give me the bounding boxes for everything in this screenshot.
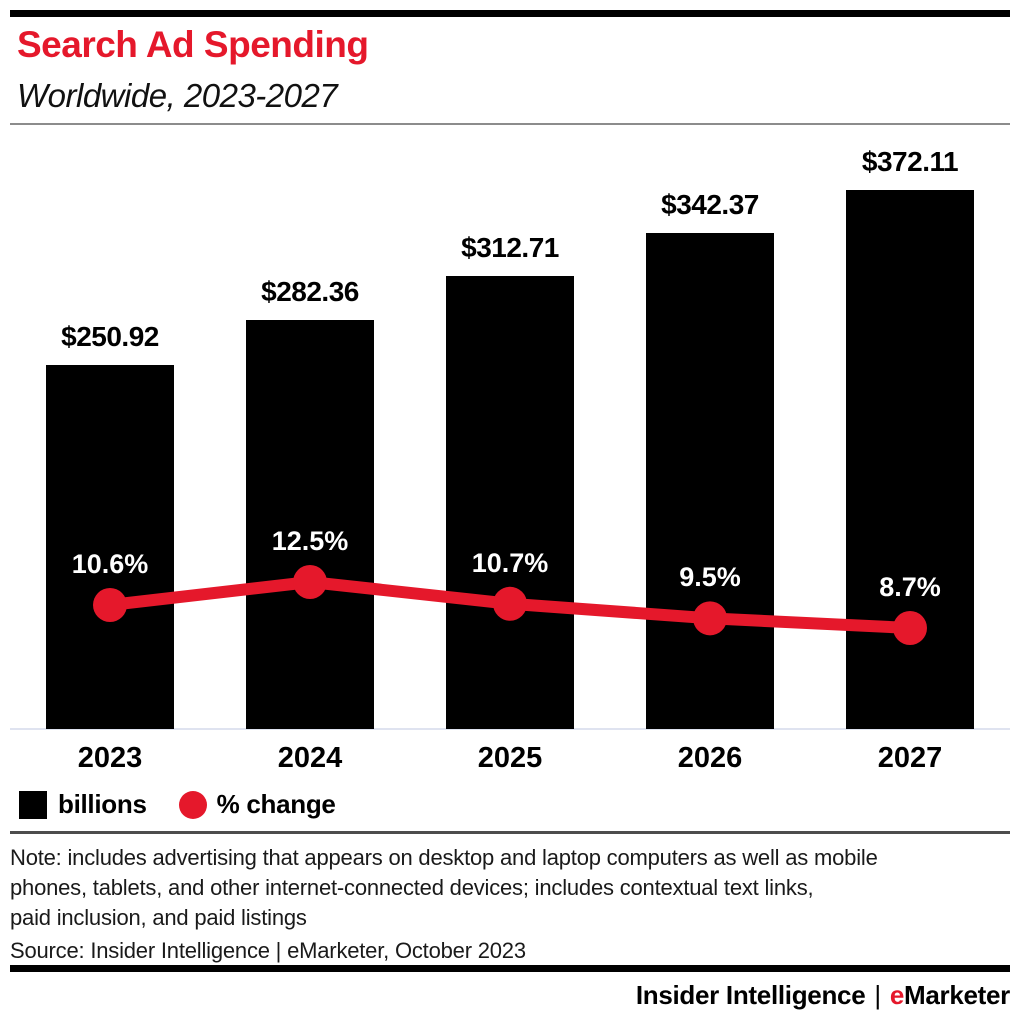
x-axis-label-2025: 2025 xyxy=(477,742,543,774)
footer-brand-separator: | xyxy=(874,980,881,1010)
bar-value-label-2025: $312.71 xyxy=(461,231,559,263)
pct-change-label-2024: 12.5% xyxy=(271,526,349,556)
chart-title: Search Ad Spending xyxy=(17,24,369,65)
legend-label-pct-change: % change xyxy=(216,789,336,819)
pct-change-label-2025: 10.7% xyxy=(471,547,549,578)
legend-swatch-pct-change-icon xyxy=(178,790,207,819)
bar-value-label-2026: $342.37 xyxy=(661,189,759,220)
x-axis-line xyxy=(10,728,1010,730)
note-line-3: paid inclusion, and paid listings xyxy=(10,905,307,930)
footer-brand-e: e xyxy=(889,980,904,1010)
pct-change-label-2027: 8.7% xyxy=(879,571,941,602)
bar-value-label-2023: $250.92 xyxy=(61,321,159,353)
note-line-1: Note: includes advertising that appears … xyxy=(10,845,878,870)
x-axis-label-2026: 2026 xyxy=(677,742,743,774)
bar-2024 xyxy=(246,319,374,729)
bar-2023 xyxy=(46,365,174,729)
footer-brand: Insider Intelligence | eMarketer xyxy=(636,980,1010,1010)
bar-2026 xyxy=(646,233,774,729)
note-divider xyxy=(10,831,1010,834)
footer-brand-insider-intelligence: Insider Intelligence xyxy=(635,980,866,1010)
pct-change-label-2026: 9.5% xyxy=(679,562,741,593)
x-axis-label-2024: 2024 xyxy=(277,742,343,774)
footer-divider-bar xyxy=(10,965,1010,972)
x-axis-label-2027: 2027 xyxy=(877,742,943,774)
chart-subtitle: Worldwide, 2023-2027 xyxy=(17,77,338,114)
header-divider xyxy=(10,123,1010,125)
bar-value-label-2024: $282.36 xyxy=(261,275,359,307)
legend-swatch-billions-icon xyxy=(19,790,47,819)
note-line-2: phones, tablets, and other internet-conn… xyxy=(10,875,814,900)
bar-2025 xyxy=(446,275,574,729)
chart-area: $250.92 10.6% 2023 $282.36 12.5% 2024 $312.71 1… xyxy=(0,130,1020,780)
legend: billions % change xyxy=(19,789,336,820)
x-axis-label-2023: 2023 xyxy=(77,742,143,774)
bar-value-label-2027: $372.11 xyxy=(861,145,959,177)
note-text: Note: includes advertising that appears … xyxy=(10,843,1000,933)
bar-2027 xyxy=(846,189,974,729)
top-divider-bar xyxy=(10,10,1010,17)
footer-brand-marketer: Marketer xyxy=(904,980,1010,1010)
source-text: Source: Insider Intelligence | eMarketer… xyxy=(10,938,526,963)
legend-label-billions: billions xyxy=(58,789,147,819)
pct-change-label-2023: 10.6% xyxy=(71,548,149,579)
